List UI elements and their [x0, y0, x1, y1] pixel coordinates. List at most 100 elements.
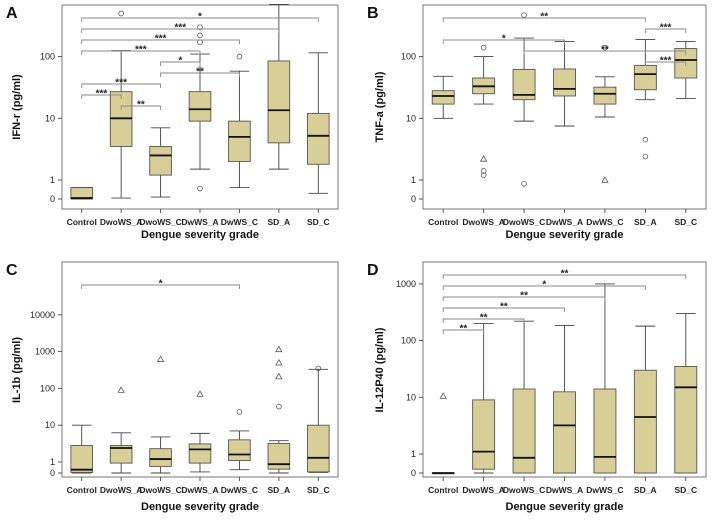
iqr-box: [306, 424, 330, 473]
significance-stars: *: [178, 56, 182, 67]
box-sd_a: [633, 325, 657, 474]
box-dwows_c: [512, 12, 536, 187]
significance-bracket: **: [160, 67, 240, 78]
y-tick-label: 100: [40, 52, 55, 62]
iqr-box: [593, 86, 617, 105]
iqr-box: [472, 399, 496, 470]
bracket-line: [523, 50, 687, 55]
significance-stars: **: [601, 45, 609, 56]
x-tick-label: SD_A: [268, 217, 291, 227]
outlier-circle: [642, 153, 649, 160]
outlier-circle: [480, 168, 487, 174]
iqr-box: [228, 120, 251, 162]
y-axis-label: TNF-a (pg/ml): [374, 71, 386, 142]
outlier-circle: [236, 53, 243, 60]
outlier-triangle: [275, 358, 283, 366]
y-tick-label: 1: [411, 449, 416, 459]
box-dwows_c: [149, 127, 172, 198]
x-axis-label: Dengue severity grade: [141, 229, 259, 241]
bracket-line: [442, 274, 687, 279]
outlier-triangle: [275, 345, 283, 353]
significance-stars: **: [460, 324, 468, 335]
box-dwws_c: [228, 53, 251, 189]
box-sd_c: [306, 365, 330, 473]
iqr-box: [512, 68, 536, 101]
iqr-box: [512, 388, 536, 474]
bracket-line: [81, 50, 201, 55]
bracket-line: [81, 83, 162, 88]
significance-stars: **: [500, 302, 508, 313]
significance-stars: *: [542, 280, 546, 291]
box-control: [70, 187, 94, 200]
y-tick-label: 0: [50, 194, 55, 204]
significance-bracket: *: [442, 34, 565, 45]
significance-stars: ***: [155, 34, 167, 45]
iqr-box: [267, 60, 291, 144]
significance-stars: *: [159, 279, 163, 290]
iqr-box: [553, 391, 576, 474]
significance-bracket: ***: [81, 89, 122, 100]
bracket-line: [160, 61, 201, 66]
significance-bracket: **: [442, 291, 606, 302]
box-dwws_a: [553, 41, 576, 127]
iqr-box: [149, 145, 172, 176]
outlier-circle: [197, 32, 203, 39]
x-tick-label: DwWS_A: [181, 485, 218, 495]
significance-bracket: **: [523, 45, 687, 56]
outlier-circle: [480, 44, 487, 51]
outlier-circle: [521, 181, 527, 187]
outlier-circle: [236, 409, 243, 415]
x-tick-label: DwWS_A: [181, 217, 218, 227]
outlier-circle: [521, 12, 527, 18]
x-tick-label: DwoWS_A: [100, 217, 143, 227]
y-tick-label: 100: [401, 336, 416, 346]
x-tick-label: DwoWS_C: [503, 485, 546, 495]
significance-stars: **: [540, 12, 548, 23]
outlier-triangle: [601, 176, 609, 183]
bracket-line: [442, 39, 565, 44]
x-tick-label: DwWS_C: [586, 217, 623, 227]
y-tick-label: 0: [50, 468, 55, 478]
x-tick-label: SD_C: [674, 217, 697, 227]
bracket-line: [442, 285, 646, 290]
x-tick-label: DwWS_A: [546, 485, 583, 495]
box-sd_a: [267, 345, 291, 474]
outlier-circle: [602, 44, 608, 51]
x-tick-label: Control: [67, 485, 97, 495]
x-tick-label: SD_A: [268, 485, 291, 495]
box-dwows_a: [472, 323, 496, 474]
panel-d: D 0 1 10 100 1000 IL-12P40 (pg/ml) Dengue sever…: [367, 261, 707, 513]
significance-bracket: **: [442, 12, 646, 23]
significance-stars: ***: [115, 78, 127, 89]
bracket-line: [81, 94, 122, 99]
outlier-triangle: [479, 155, 488, 162]
bracket-line: [644, 28, 687, 33]
box-dwws_c: [593, 44, 617, 183]
bracket-line: [442, 329, 485, 334]
significance-bracket: **: [442, 302, 565, 313]
y-tick-label: 10: [406, 392, 416, 402]
outlier-circle: [197, 185, 203, 192]
box-dwws_c: [228, 409, 251, 471]
significance-bracket: **: [442, 313, 525, 324]
significance-stars: *: [502, 34, 506, 45]
bracket-line: [81, 284, 240, 289]
x-tick-label: SD_C: [674, 485, 697, 495]
y-tick-label: 100: [401, 52, 416, 62]
bracket-line: [442, 296, 606, 301]
significance-bracket: ***: [81, 34, 240, 45]
iqr-box: [553, 68, 576, 97]
significance-stars: **: [561, 269, 569, 280]
outlier-triangle: [275, 372, 283, 380]
y-tick-label: 10: [45, 420, 55, 430]
bracket-line: [644, 61, 687, 66]
x-tick-label: DwWS_C: [221, 217, 258, 227]
significance-stars: **: [137, 100, 145, 111]
box-dwows_a: [472, 44, 496, 178]
iqr-box: [70, 445, 94, 473]
x-tick-label: DwWS_C: [586, 485, 623, 495]
x-tick-label: DwoWS_A: [462, 485, 505, 495]
iqr-box: [633, 64, 657, 91]
x-tick-label: Control: [67, 217, 97, 227]
x-tick-label: DwoWS_A: [100, 485, 143, 495]
